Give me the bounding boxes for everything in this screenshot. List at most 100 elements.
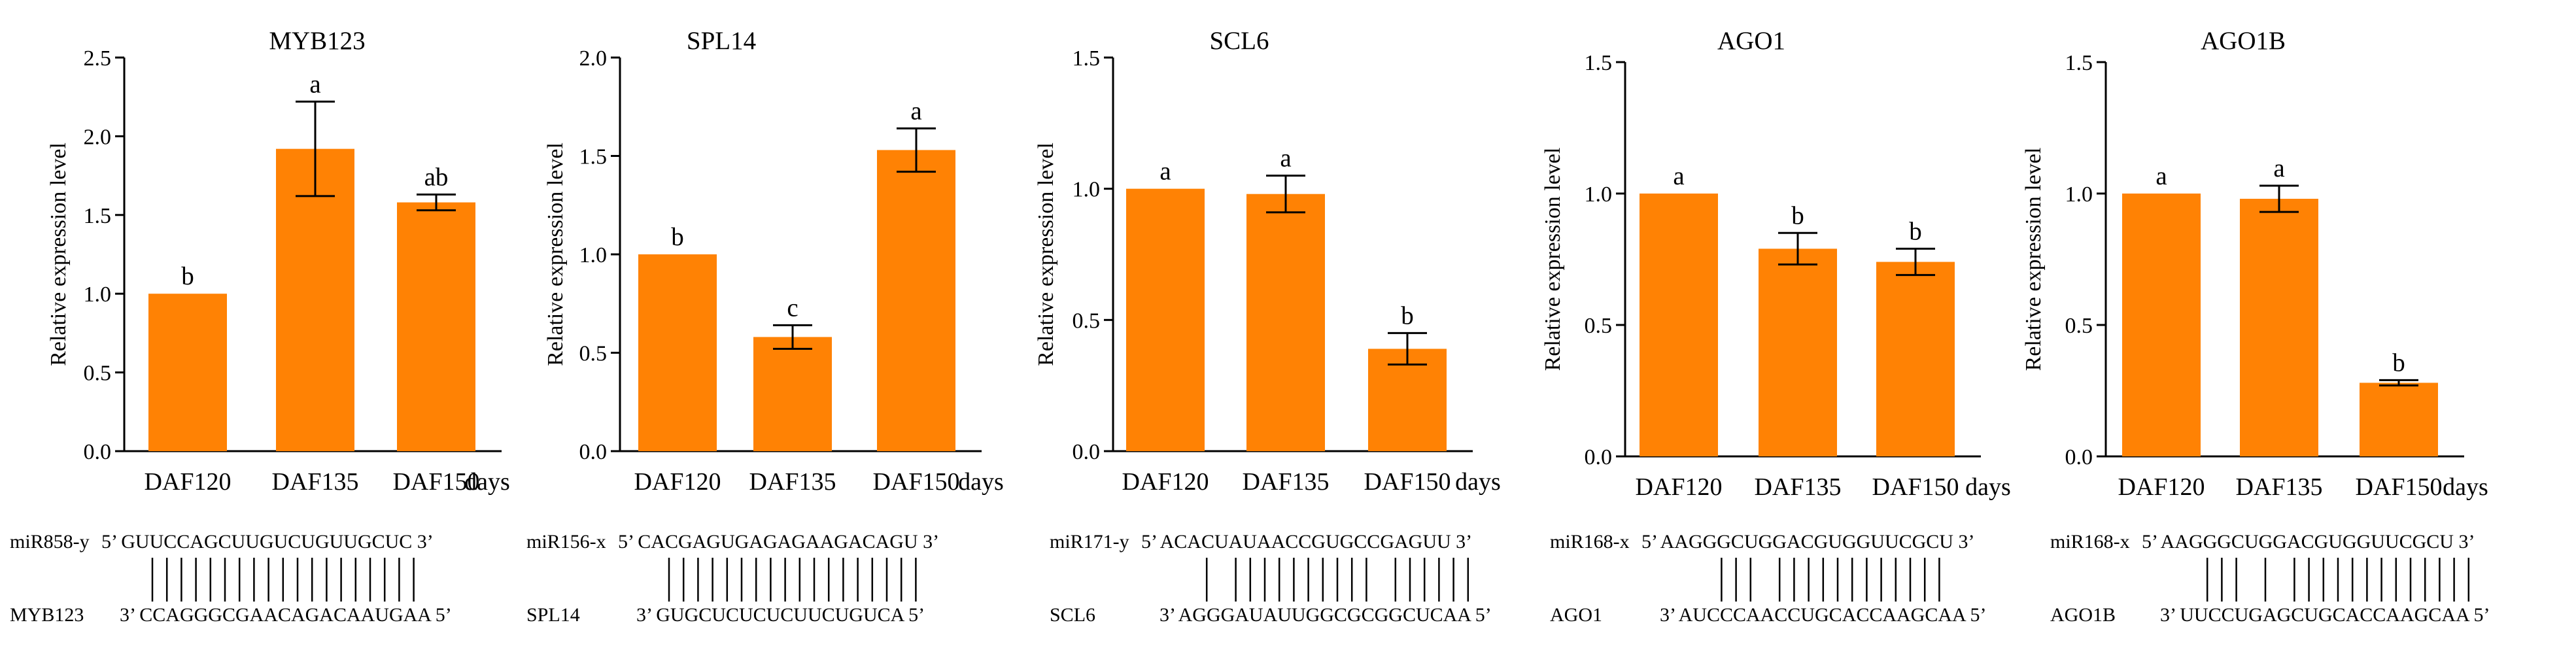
- y-tick-label: 0.5: [2065, 314, 2093, 338]
- y-tick-label: 0.5: [579, 342, 608, 366]
- significance-letter: c: [787, 294, 798, 322]
- bar-daf135: [276, 148, 354, 451]
- x-axis-unit: days: [464, 468, 510, 496]
- duplex-alignment: miR858-y 5’ GUUCCAGCUUGUCUGUUGCUC 3’ MYB12…: [10, 531, 452, 626]
- y-tick-label: 2.5: [84, 46, 112, 71]
- y-tick-label: 0.0: [1585, 445, 1613, 469]
- significance-letter: a: [1673, 162, 1684, 190]
- chart-title: AGO1B: [2201, 27, 2286, 55]
- y-tick-label: 1.5: [2065, 51, 2093, 75]
- y-tick-label: 0.0: [2065, 445, 2093, 469]
- significance-letter: b: [1791, 201, 1804, 230]
- bar-daf135: [2240, 199, 2318, 456]
- target-label: MYB123: [10, 604, 84, 626]
- target-sequence: 3’ AUCCCAACCUGCACCAAGCAA 5’: [1660, 604, 1987, 626]
- significance-letter: b: [1909, 217, 1922, 245]
- significance-letter: a: [2155, 162, 2167, 190]
- chart-title: SCL6: [1209, 27, 1269, 55]
- target-label: AGO1B: [2050, 604, 2116, 626]
- y-tick-label: 0.0: [579, 440, 608, 464]
- y-tick-label: 2.0: [579, 46, 608, 71]
- y-tick-label: 0.0: [1073, 440, 1101, 464]
- y-tick-label: 0.0: [84, 440, 112, 464]
- bar-daf120: [2122, 194, 2201, 456]
- target-label: SCL6: [1050, 604, 1095, 626]
- mirna-sequence: 5’ ACACUAUAACCGUGCCGAGUU 3’: [1141, 531, 1472, 552]
- chart-panel-5: AGO1B 0.0 0.5 1.0 1.5 Relative expression lev…: [2021, 27, 2490, 626]
- x-tick-label: DAF120: [634, 468, 721, 496]
- x-tick-label: DAF150: [2355, 473, 2442, 501]
- chart-title: AGO1: [1717, 27, 1785, 55]
- x-tick-label: DAF150: [872, 468, 959, 496]
- y-axis-label: Relative expression level: [543, 143, 568, 366]
- duplex-alignment: miR168-x 5’ AAGGGCUGGACGUGGUUCGCU 3’ AGO1B…: [2050, 531, 2490, 626]
- mirna-sequence: 5’ GUUCCAGCUUGUCUGUUGCUC 3’: [101, 531, 434, 552]
- target-label: SPL14: [526, 604, 580, 626]
- mirna-sequence: 5’ CACGAGUGAGAGAAGACAGU 3’: [618, 531, 939, 552]
- y-tick-label: 0.5: [1073, 309, 1101, 333]
- x-tick-label: DAF135: [1754, 473, 1841, 501]
- x-tick-label: DAF120: [1122, 468, 1209, 496]
- y-tick-label: 1.5: [1073, 46, 1101, 71]
- y-tick-label: 1.5: [1585, 51, 1613, 75]
- x-axis-unit: days: [1965, 473, 2011, 501]
- mirna-label: miR156-x: [526, 531, 606, 552]
- chart-panel-4: AGO1 0.0 0.5 1.0 1.5 Relative expression leve…: [1541, 27, 2011, 626]
- bar-daf120: [638, 254, 717, 451]
- significance-letter: ab: [424, 163, 449, 191]
- significance-letter: a: [309, 70, 320, 98]
- duplex-alignment: miR156-x 5’ CACGAGUGAGAGAAGACAGU 3’ SPL14 3…: [526, 531, 939, 626]
- y-tick-label: 2.0: [84, 125, 112, 149]
- bar-daf150: [397, 202, 475, 451]
- chart-panel-3: SCL6 0.0 0.5 1.0 1.5 Relative expression leve…: [1034, 27, 1501, 626]
- x-axis-unit: days: [2443, 473, 2488, 501]
- x-tick-label: DAF135: [1242, 468, 1329, 496]
- significance-letter: a: [1159, 158, 1171, 186]
- target-sequence: 3’ AGGGAUAUUGGCGCGGCUCAA 5’: [1159, 604, 1492, 626]
- chart-title: MYB123: [269, 27, 365, 55]
- x-tick-label: DAF150: [392, 468, 479, 496]
- significance-letter: a: [1280, 144, 1291, 173]
- mirna-label: miR168-x: [2050, 531, 2130, 552]
- x-tick-label: DAF120: [1635, 473, 1722, 501]
- significance-letter: a: [2273, 154, 2284, 182]
- bar-daf150: [1368, 348, 1447, 451]
- x-axis-unit: days: [958, 468, 1004, 496]
- significance-letter: b: [2392, 348, 2405, 377]
- significance-letter: b: [1401, 301, 1414, 330]
- x-tick-label: DAF120: [2118, 473, 2205, 501]
- x-tick-label: DAF150: [1872, 473, 1959, 501]
- target-sequence: 3’ GUGCUCUCUCUUCUGUCA 5’: [636, 604, 925, 626]
- chart-panel-2: SPL14 0.0 0.5 1.0 1.5 2.0 Relative expression …: [526, 27, 1004, 626]
- y-tick-label: 1.0: [1073, 178, 1101, 202]
- y-tick-label: 1.0: [84, 282, 112, 307]
- duplex-alignment: miR168-x 5’ AAGGGCUGGACGUGGUUCGCU 3’ AGO1 3…: [1550, 531, 1987, 626]
- x-axis-unit: days: [1455, 468, 1501, 496]
- bar-daf135: [1246, 194, 1325, 451]
- bar-daf135: [1759, 248, 1837, 456]
- x-tick-label: DAF135: [749, 468, 836, 496]
- duplex-alignment: miR171-y 5’ ACACUAUAACCGUGCCGAGUU 3’ SCL6 3…: [1050, 531, 1492, 626]
- y-tick-label: 1.5: [84, 204, 112, 228]
- target-sequence: 3’ CCAGGGCGAACAGACAAUGAA 5’: [120, 604, 452, 626]
- bar-daf120: [1126, 188, 1205, 451]
- target-label: AGO1: [1550, 604, 1602, 626]
- y-axis-label: Relative expression level: [1541, 148, 1565, 371]
- y-axis-label: Relative expression level: [2021, 148, 2046, 371]
- mirna-sequence: 5’ AAGGGCUGGACGUGGUUCGCU 3’: [1641, 531, 1974, 552]
- mirna-label: miR858-y: [10, 531, 90, 552]
- y-axis-label: Relative expression level: [1034, 143, 1058, 366]
- y-tick-label: 1.0: [579, 243, 608, 267]
- mirna-label: miR171-y: [1050, 531, 1129, 552]
- bar-daf120: [148, 294, 227, 451]
- significance-letter: a: [910, 97, 921, 125]
- significance-letter: b: [671, 223, 684, 251]
- bar-daf120: [1640, 194, 1718, 456]
- y-tick-label: 0.5: [84, 362, 112, 386]
- x-tick-label: DAF135: [271, 468, 358, 496]
- bar-daf150: [877, 150, 955, 451]
- x-tick-label: DAF120: [144, 468, 231, 496]
- mirna-label: miR168-x: [1550, 531, 1630, 552]
- bar-daf150: [1876, 262, 1955, 456]
